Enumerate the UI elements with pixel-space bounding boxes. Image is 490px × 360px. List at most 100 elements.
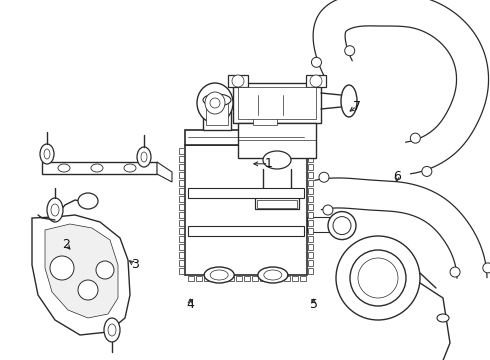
Bar xyxy=(179,180,184,186)
Bar xyxy=(179,268,184,274)
Bar xyxy=(179,204,184,210)
Ellipse shape xyxy=(58,164,70,172)
Bar xyxy=(268,276,274,281)
Bar xyxy=(236,276,242,281)
Ellipse shape xyxy=(104,318,120,342)
Bar xyxy=(179,212,184,218)
Ellipse shape xyxy=(51,204,59,216)
Ellipse shape xyxy=(323,205,333,215)
Ellipse shape xyxy=(437,314,449,322)
Ellipse shape xyxy=(40,144,54,164)
Bar xyxy=(185,145,307,275)
Ellipse shape xyxy=(422,166,432,176)
Ellipse shape xyxy=(410,133,420,143)
Ellipse shape xyxy=(44,149,50,159)
Ellipse shape xyxy=(91,164,103,172)
Bar xyxy=(188,276,194,281)
Ellipse shape xyxy=(205,92,225,114)
Bar xyxy=(307,216,329,231)
Ellipse shape xyxy=(341,85,357,117)
Bar xyxy=(238,87,316,119)
Text: 4: 4 xyxy=(186,298,194,311)
Bar xyxy=(255,197,299,209)
Ellipse shape xyxy=(483,263,490,273)
Bar xyxy=(308,252,313,258)
Bar xyxy=(212,276,218,281)
Ellipse shape xyxy=(197,83,233,123)
Bar xyxy=(306,75,326,87)
Bar xyxy=(196,276,202,281)
Bar xyxy=(179,260,184,266)
Bar xyxy=(179,220,184,226)
Ellipse shape xyxy=(203,94,231,106)
Bar xyxy=(228,276,234,281)
Ellipse shape xyxy=(124,164,136,172)
Text: 6: 6 xyxy=(393,170,401,183)
Polygon shape xyxy=(45,224,118,318)
Bar xyxy=(308,220,313,226)
Ellipse shape xyxy=(78,193,98,209)
Bar xyxy=(308,268,313,274)
Ellipse shape xyxy=(232,75,244,87)
Bar xyxy=(292,276,298,281)
Ellipse shape xyxy=(258,267,288,283)
Ellipse shape xyxy=(50,256,74,280)
Ellipse shape xyxy=(310,75,322,87)
Bar xyxy=(308,204,313,210)
Bar xyxy=(188,188,304,198)
Ellipse shape xyxy=(204,267,234,283)
Ellipse shape xyxy=(78,280,98,300)
Text: 7: 7 xyxy=(353,100,361,113)
Ellipse shape xyxy=(345,46,355,56)
Bar xyxy=(253,103,277,125)
Text: 1: 1 xyxy=(265,157,272,170)
Ellipse shape xyxy=(210,270,228,280)
Ellipse shape xyxy=(210,98,220,108)
Bar xyxy=(238,123,316,158)
Bar xyxy=(206,100,228,125)
Polygon shape xyxy=(32,215,130,335)
Bar xyxy=(179,236,184,242)
Bar xyxy=(308,172,313,178)
Ellipse shape xyxy=(137,147,151,167)
Bar xyxy=(308,164,313,170)
Ellipse shape xyxy=(263,151,291,169)
Bar xyxy=(42,162,157,174)
Bar xyxy=(250,103,280,130)
Polygon shape xyxy=(157,162,172,182)
Bar xyxy=(308,188,313,194)
Bar xyxy=(228,75,248,87)
Bar xyxy=(203,100,231,130)
Ellipse shape xyxy=(250,96,280,110)
Bar xyxy=(308,236,313,242)
Bar xyxy=(179,148,184,154)
Bar xyxy=(300,276,306,281)
Bar xyxy=(179,228,184,234)
Bar xyxy=(179,188,184,194)
Ellipse shape xyxy=(350,250,406,306)
Bar xyxy=(284,276,290,281)
Bar xyxy=(308,196,313,202)
Ellipse shape xyxy=(450,267,460,277)
Bar xyxy=(308,244,313,250)
Ellipse shape xyxy=(47,198,63,222)
Text: 3: 3 xyxy=(131,258,139,271)
Bar xyxy=(260,276,266,281)
Bar xyxy=(188,226,304,235)
Ellipse shape xyxy=(319,172,329,182)
Bar xyxy=(308,180,313,186)
Bar xyxy=(257,200,297,208)
Bar xyxy=(179,172,184,178)
Bar xyxy=(179,252,184,258)
Bar xyxy=(308,212,313,218)
Bar xyxy=(179,164,184,170)
Bar xyxy=(308,260,313,266)
Ellipse shape xyxy=(336,236,420,320)
Bar xyxy=(179,196,184,202)
Ellipse shape xyxy=(333,217,351,235)
Bar xyxy=(244,276,250,281)
Text: 2: 2 xyxy=(62,238,70,251)
Bar xyxy=(252,276,258,281)
Bar xyxy=(185,130,307,145)
Bar xyxy=(220,276,226,281)
